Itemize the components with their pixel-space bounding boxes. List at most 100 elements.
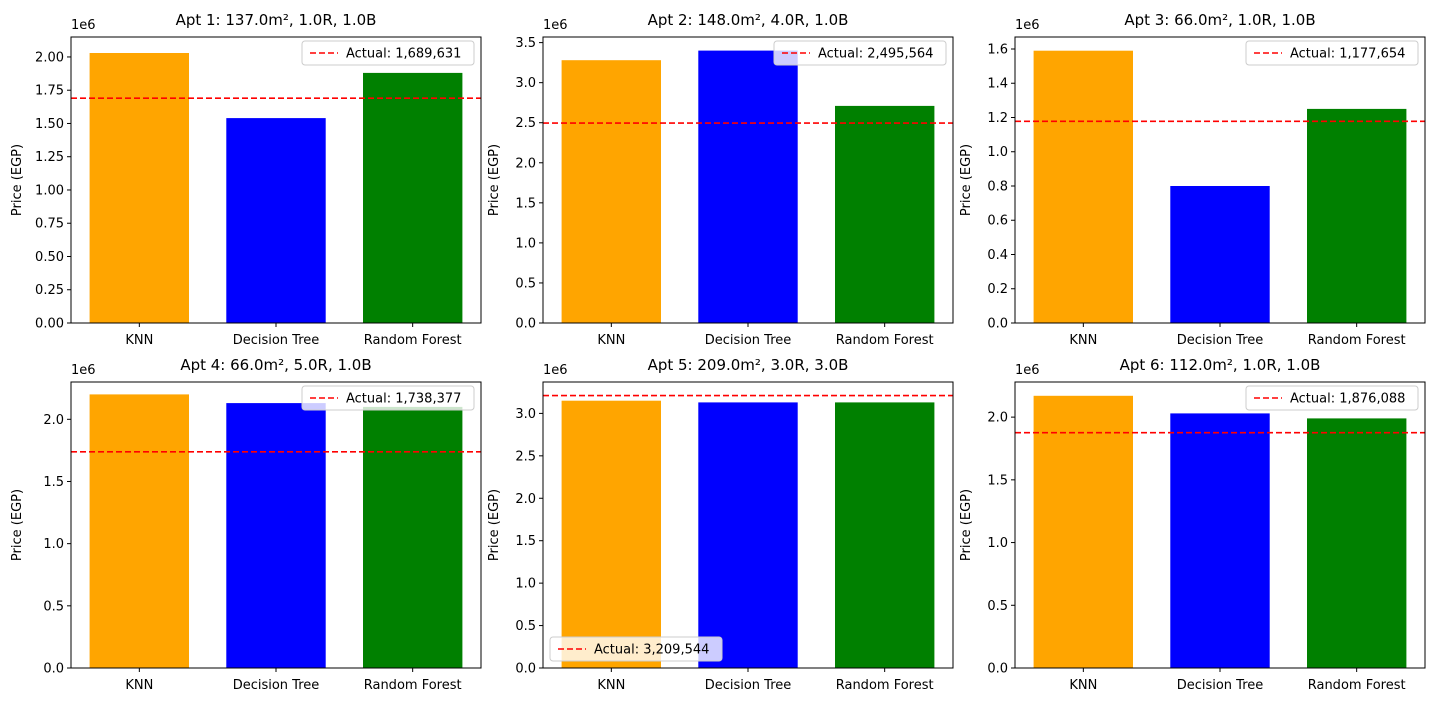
- y-tick-label: 2.00: [35, 50, 64, 65]
- x-tick-label: KNN: [597, 333, 625, 348]
- y-tick-label: 3.0: [515, 407, 536, 422]
- x-tick-label: KNN: [125, 678, 153, 693]
- x-tick-label: KNN: [1069, 333, 1097, 348]
- y-tick-label: 2.0: [515, 492, 536, 507]
- x-tick-label: Random Forest: [364, 678, 462, 693]
- y-tick-label: 0.5: [43, 599, 64, 614]
- y-tick-label: 0.50: [35, 250, 64, 265]
- subplot-title: Apt 5: 209.0m², 3.0R, 3.0B: [648, 356, 849, 374]
- y-tick-label: 0.0: [515, 662, 536, 677]
- subplot-title: Apt 6: 112.0m², 1.0R, 1.0B: [1120, 356, 1321, 374]
- x-tick-label: KNN: [1069, 678, 1097, 693]
- y-tick-label: 1.00: [35, 183, 64, 198]
- legend-label: Actual: 1,738,377: [346, 392, 461, 407]
- y-tick-label: 1.0: [987, 536, 1008, 551]
- y-offset-text: 1e6: [71, 363, 96, 378]
- y-tick-label: 1.5: [515, 196, 536, 211]
- y-tick-label: 1.0: [515, 236, 536, 251]
- y-tick-label: 3.0: [515, 76, 536, 91]
- legend-box: [1245, 385, 1419, 411]
- legend: Actual: 1,738,377: [301, 385, 475, 411]
- y-tick-label: 0.6: [987, 214, 1008, 229]
- subplot-2: 0.0 0.5 1.0 1.5 2.0 2.5 3.0 3.5 KNN Decision Tree…: [487, 11, 954, 348]
- y-axis-label: Price (EGP): [10, 144, 25, 216]
- y-tick-label: 0.5: [515, 276, 536, 291]
- y-tick-label: 2.0: [515, 156, 536, 171]
- x-tick-label: Decision Tree: [705, 333, 792, 348]
- bar-knn: [561, 60, 661, 323]
- legend-label: Actual: 1,689,631: [346, 47, 461, 62]
- y-tick-label: 1.50: [35, 117, 64, 132]
- legend: Actual: 3,209,544: [549, 636, 723, 662]
- bar-knn: [561, 400, 661, 668]
- bar-random-forest: [363, 406, 463, 668]
- y-tick-label: 1.5: [43, 475, 64, 490]
- y-tick-label: 2.5: [515, 449, 536, 464]
- y-tick-label: 2.0: [987, 411, 1008, 426]
- y-tick-label: 0.8: [987, 179, 1008, 194]
- y-tick-label: 1.5: [987, 473, 1008, 488]
- y-tick-label: 0.4: [987, 248, 1008, 263]
- x-tick-label: Decision Tree: [1177, 333, 1264, 348]
- x-tick-label: Random Forest: [836, 333, 934, 348]
- y-offset-text: 1e6: [543, 363, 568, 378]
- subplot-title: Apt 1: 137.0m², 1.0R, 1.0B: [176, 11, 377, 29]
- y-tick-label: 0.25: [35, 283, 64, 298]
- x-tick-label: KNN: [597, 678, 625, 693]
- legend-label: Actual: 3,209,544: [594, 643, 709, 658]
- legend-box: [1245, 40, 1419, 66]
- legend: Actual: 1,177,654: [1245, 40, 1419, 66]
- y-offset-text: 1e6: [71, 18, 96, 33]
- bar-decision-tree: [1170, 413, 1270, 668]
- y-tick-label: 0.00: [35, 317, 64, 332]
- y-axis-label: Price (EGP): [487, 489, 502, 561]
- bar-decision-tree: [698, 402, 798, 668]
- subplot-5: 0.0 0.5 1.0 1.5 2.0 2.5 3.0 KNN Decision Tree Ran…: [487, 356, 954, 693]
- y-offset-text: 1e6: [1015, 363, 1040, 378]
- x-tick-label: Random Forest: [836, 678, 934, 693]
- subplot-title: Apt 4: 66.0m², 5.0R, 1.0B: [180, 356, 371, 374]
- bar-knn: [1033, 50, 1133, 323]
- y-axis-label: Price (EGP): [959, 144, 974, 216]
- y-tick-label: 1.0: [43, 537, 64, 552]
- y-tick-label: 1.0: [515, 577, 536, 592]
- x-tick-label: Random Forest: [1308, 678, 1406, 693]
- bar-decision-tree: [698, 50, 798, 323]
- y-offset-text: 1e6: [543, 18, 568, 33]
- y-tick-label: 0.0: [987, 317, 1008, 332]
- x-tick-label: KNN: [125, 333, 153, 348]
- x-tick-label: Decision Tree: [705, 678, 792, 693]
- subplot-title: Apt 3: 66.0m², 1.0R, 1.0B: [1124, 11, 1315, 29]
- legend-box: [549, 636, 723, 662]
- bar-random-forest: [835, 105, 935, 324]
- subplot-6: 0.0 0.5 1.0 1.5 2.0 KNN Decision Tree Random Fo…: [959, 356, 1426, 693]
- y-axis-label: Price (EGP): [959, 489, 974, 561]
- y-tick-label: 0.75: [35, 217, 64, 232]
- legend-label: Actual: 1,876,088: [1290, 392, 1405, 407]
- bar-knn: [1033, 395, 1133, 668]
- bar-knn: [89, 394, 189, 668]
- legend-label: Actual: 1,177,654: [1290, 47, 1405, 62]
- legend-label: Actual: 2,495,564: [818, 47, 933, 62]
- subplot-title: Apt 2: 148.0m², 4.0R, 1.0B: [648, 11, 849, 29]
- y-tick-label: 1.0: [987, 145, 1008, 160]
- y-tick-label: 1.4: [987, 77, 1008, 92]
- bar-random-forest: [363, 72, 463, 324]
- x-tick-label: Random Forest: [1308, 333, 1406, 348]
- bar-random-forest: [1307, 418, 1407, 668]
- y-tick-label: 0.0: [987, 662, 1008, 677]
- y-tick-label: 1.5: [515, 534, 536, 549]
- y-tick-label: 3.5: [515, 36, 536, 51]
- y-tick-label: 0.5: [987, 599, 1008, 614]
- y-tick-label: 1.2: [987, 111, 1008, 126]
- subplot-1: 0.00 0.25 0.50 0.75 1.00 1.25 1.50 1.75 2.00 KNN D…: [10, 11, 482, 348]
- bar-decision-tree: [226, 118, 326, 323]
- bar-decision-tree: [226, 403, 326, 668]
- y-tick-label: 0.0: [43, 662, 64, 677]
- y-tick-label: 1.25: [35, 150, 64, 165]
- legend-box: [301, 385, 475, 411]
- y-axis-label: Price (EGP): [487, 144, 502, 216]
- y-offset-text: 1e6: [1015, 18, 1040, 33]
- subplot-3: 0.0 0.2 0.4 0.6 0.8 1.0 1.2 1.4 1.6 KNN Decision T…: [959, 11, 1426, 348]
